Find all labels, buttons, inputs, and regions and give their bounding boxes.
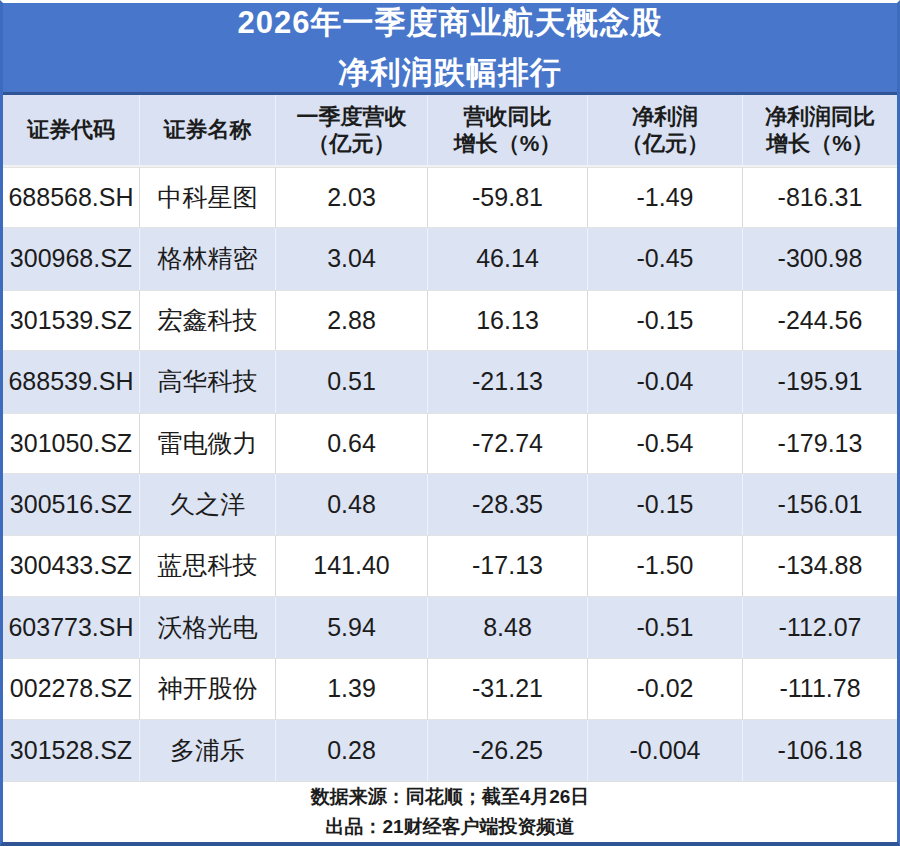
footer: 数据来源：同花顺；截至4月26日 出品：21财经客户端投资频道 xyxy=(3,781,897,842)
revenue-yoy: 8.48 xyxy=(428,597,588,658)
q1-revenue: 1.39 xyxy=(276,658,428,719)
net-profit: -0.54 xyxy=(588,413,743,474)
stock-name: 神开股份 xyxy=(140,658,276,719)
net-profit-yoy: -244.56 xyxy=(743,290,897,351)
revenue-yoy: -31.21 xyxy=(428,658,588,719)
stock-code: 688539.SH xyxy=(3,351,140,412)
stock-name: 雷电微力 xyxy=(140,413,276,474)
q1-revenue: 3.04 xyxy=(276,228,428,289)
net-profit-yoy: -134.88 xyxy=(743,535,897,596)
revenue-yoy: -28.35 xyxy=(428,474,588,535)
table-row: 300968.SZ 格林精密 3.04 46.14 -0.45 -300.98 xyxy=(3,228,897,289)
column-header-stock-name: 证券名称 xyxy=(140,95,276,165)
net-profit-yoy: -111.78 xyxy=(743,658,897,719)
stock-name: 蓝思科技 xyxy=(140,535,276,596)
q1-revenue: 2.88 xyxy=(276,290,428,351)
net-profit-yoy: -156.01 xyxy=(743,474,897,535)
data-source-line: 数据来源：同花顺；截至4月26日 xyxy=(311,784,590,810)
net-profit: -0.15 xyxy=(588,474,743,535)
stock-code: 301539.SZ xyxy=(3,290,140,351)
q1-revenue: 0.64 xyxy=(276,413,428,474)
q1-revenue: 2.03 xyxy=(276,167,428,228)
stock-code: 002278.SZ xyxy=(3,658,140,719)
revenue-yoy: -59.81 xyxy=(428,167,588,228)
stock-code: 688568.SH xyxy=(3,167,140,228)
column-header-revenue-yoy: 营收同比 增长（%） xyxy=(428,95,588,165)
revenue-yoy: 16.13 xyxy=(428,290,588,351)
table-row: 300433.SZ 蓝思科技 141.40 -17.13 -1.50 -134.… xyxy=(3,535,897,596)
net-profit-yoy: -179.13 xyxy=(743,413,897,474)
revenue-yoy: 46.14 xyxy=(428,228,588,289)
table-row: 300516.SZ 久之洋 0.48 -28.35 -0.15 -156.01 xyxy=(3,474,897,535)
revenue-yoy: -21.13 xyxy=(428,351,588,412)
producer-line: 出品：21财经客户端投资频道 xyxy=(325,814,574,840)
net-profit: -0.04 xyxy=(588,351,743,412)
column-header-stock-code: 证券代码 xyxy=(3,95,140,165)
net-profit: -0.15 xyxy=(588,290,743,351)
title-line-2: 净利润跌幅排行 xyxy=(338,52,562,94)
stock-name: 多浦乐 xyxy=(140,720,276,781)
net-profit-yoy: -106.18 xyxy=(743,720,897,781)
table-row: 301539.SZ 宏鑫科技 2.88 16.13 -0.15 -244.56 xyxy=(3,290,897,351)
stock-name: 久之洋 xyxy=(140,474,276,535)
table-row: 688539.SH 高华科技 0.51 -21.13 -0.04 -195.91 xyxy=(3,351,897,412)
table-row: 002278.SZ 神开股份 1.39 -31.21 -0.02 -111.78 xyxy=(3,658,897,719)
q1-revenue: 0.51 xyxy=(276,351,428,412)
net-profit: -1.49 xyxy=(588,167,743,228)
q1-revenue: 141.40 xyxy=(276,535,428,596)
stock-code: 301528.SZ xyxy=(3,720,140,781)
table-row: 603773.SH 沃格光电 5.94 8.48 -0.51 -112.07 xyxy=(3,597,897,658)
column-header-net-profit: 净利润 （亿元） xyxy=(588,95,743,165)
stock-name: 宏鑫科技 xyxy=(140,290,276,351)
stock-name: 沃格光电 xyxy=(140,597,276,658)
infographic-frame: 2026年一季度商业航天概念股 净利润跌幅排行 证券代码 证券名称 一季度营收 … xyxy=(0,0,900,846)
column-header-net-profit-yoy: 净利润同比 增长（%） xyxy=(743,95,897,165)
q1-revenue: 5.94 xyxy=(276,597,428,658)
net-profit: -0.004 xyxy=(588,720,743,781)
net-profit-yoy: -300.98 xyxy=(743,228,897,289)
net-profit: -1.50 xyxy=(588,535,743,596)
q1-revenue: 0.48 xyxy=(276,474,428,535)
column-header-q1-revenue: 一季度营收 （亿元） xyxy=(276,95,428,165)
table-row: 688568.SH 中科星图 2.03 -59.81 -1.49 -816.31 xyxy=(3,167,897,228)
title-band: 2026年一季度商业航天概念股 净利润跌幅排行 xyxy=(3,3,897,95)
net-profit: -0.45 xyxy=(588,228,743,289)
net-profit: -0.02 xyxy=(588,658,743,719)
revenue-yoy: -72.74 xyxy=(428,413,588,474)
title-line-1: 2026年一季度商业航天概念股 xyxy=(238,2,663,44)
net-profit-yoy: -816.31 xyxy=(743,167,897,228)
stock-name: 高华科技 xyxy=(140,351,276,412)
revenue-yoy: -26.25 xyxy=(428,720,588,781)
stock-table: 证券代码 证券名称 一季度营收 （亿元） 营收同比 增长（%） 净利润 （亿元）… xyxy=(3,95,897,781)
revenue-yoy: -17.13 xyxy=(428,535,588,596)
table-row: 301528.SZ 多浦乐 0.28 -26.25 -0.004 -106.18 xyxy=(3,720,897,781)
stock-code: 300968.SZ xyxy=(3,228,140,289)
stock-code: 603773.SH xyxy=(3,597,140,658)
stock-code: 300433.SZ xyxy=(3,535,140,596)
stock-name: 中科星图 xyxy=(140,167,276,228)
net-profit-yoy: -195.91 xyxy=(743,351,897,412)
stock-code: 301050.SZ xyxy=(3,413,140,474)
q1-revenue: 0.28 xyxy=(276,720,428,781)
stock-name: 格林精密 xyxy=(140,228,276,289)
net-profit-yoy: -112.07 xyxy=(743,597,897,658)
net-profit: -0.51 xyxy=(588,597,743,658)
table-header-row: 证券代码 证券名称 一季度营收 （亿元） 营收同比 增长（%） 净利润 （亿元）… xyxy=(3,95,897,167)
stock-code: 300516.SZ xyxy=(3,474,140,535)
table-row: 301050.SZ 雷电微力 0.64 -72.74 -0.54 -179.13 xyxy=(3,413,897,474)
